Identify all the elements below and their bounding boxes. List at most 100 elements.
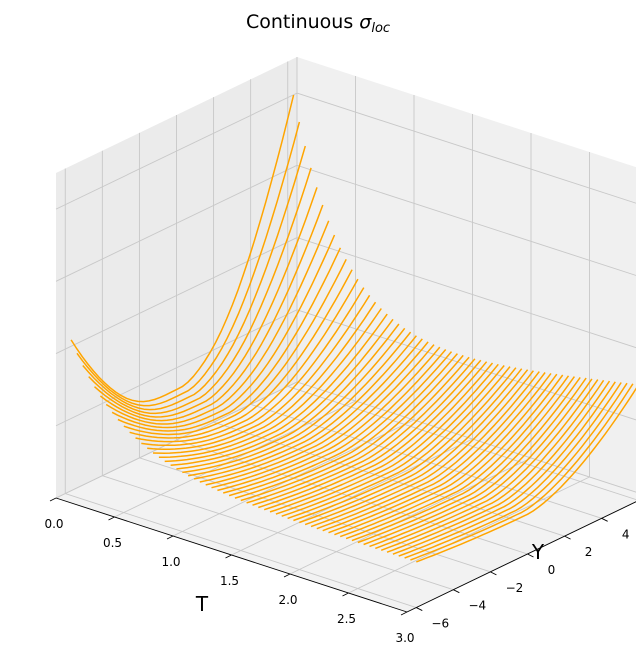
surface-curve xyxy=(357,376,581,544)
x-tick-label: 0.0 xyxy=(44,517,63,531)
chart-title-text: Continuous xyxy=(246,11,359,33)
y-tick-label: −6 xyxy=(431,617,449,631)
grid-floor-y xyxy=(287,386,636,501)
x-tick-label: 2.5 xyxy=(337,612,356,626)
y-tick-label-mark xyxy=(527,553,534,558)
y-tick-label: −4 xyxy=(468,599,486,613)
x-tick-label: 2.0 xyxy=(278,593,297,607)
grid-left-z xyxy=(55,237,298,354)
back-pane xyxy=(297,57,636,493)
surface-curve xyxy=(322,372,546,532)
grid-left-z xyxy=(55,92,298,210)
chart-title-subscript: loc xyxy=(371,21,390,36)
floor-pane xyxy=(56,382,636,612)
grid-lines xyxy=(55,57,636,613)
surface-curve xyxy=(375,379,599,550)
grid-left-z xyxy=(55,381,298,499)
y-axis-label: Y xyxy=(531,540,545,564)
surface-curve xyxy=(293,367,517,522)
chart-title: Continuous σloc xyxy=(246,11,390,36)
x-tick-label-mark xyxy=(166,535,174,540)
x-tick-label: 1.5 xyxy=(220,574,239,588)
surface-curve xyxy=(275,363,499,515)
grid-left-z xyxy=(55,164,298,282)
x-tick-label-mark xyxy=(225,554,232,559)
surface-curve xyxy=(164,313,388,463)
surface-curve xyxy=(193,335,417,480)
grid-floor-y xyxy=(65,493,417,608)
surface-curve xyxy=(176,323,400,470)
surface-curve xyxy=(129,269,353,439)
surface-curve xyxy=(158,308,382,459)
surface-curve xyxy=(351,376,576,542)
surface-curve xyxy=(141,287,365,447)
surface-curve xyxy=(170,318,394,467)
x-tick-label: 1.0 xyxy=(161,555,180,569)
surface-curve xyxy=(416,387,636,563)
surface-curve xyxy=(386,380,611,553)
surface-curve xyxy=(223,349,447,494)
y-tick-label-mark xyxy=(453,589,460,594)
surface-curve xyxy=(199,338,423,483)
y-tick-label: 0 xyxy=(548,563,556,577)
grid-floor-y xyxy=(213,421,565,537)
y-tick-label-mark xyxy=(564,535,571,540)
surface-curve xyxy=(147,294,371,450)
x-tick-label-mark xyxy=(108,516,115,521)
surface-curve xyxy=(304,369,529,526)
surface-curve xyxy=(234,353,458,499)
grid-back-z xyxy=(296,381,636,493)
surface-curve xyxy=(339,374,564,538)
surface-curve xyxy=(205,341,429,486)
x-tick-label: 3.0 xyxy=(395,631,414,645)
surface-curve xyxy=(99,204,324,422)
surface-curve xyxy=(328,372,552,534)
y-tick-label: 2 xyxy=(585,545,593,559)
surface-curve xyxy=(281,365,505,517)
x-tick-label-mark xyxy=(400,611,408,616)
surface-curve xyxy=(111,234,336,429)
surface-curve xyxy=(76,121,301,407)
surface-curve xyxy=(252,358,476,506)
y-tick-label: 4 xyxy=(622,527,630,541)
x-tick-label: 0.5 xyxy=(103,536,122,550)
grid-back-z xyxy=(296,92,636,204)
surface-curve xyxy=(287,366,511,520)
y-tick-label-mark xyxy=(601,517,608,522)
grid-left-z xyxy=(55,309,298,427)
surface-curve xyxy=(404,382,628,559)
surface-curve xyxy=(117,247,342,432)
grid-floor-y xyxy=(176,439,528,555)
surface-curve xyxy=(316,371,540,530)
surface-curve xyxy=(211,344,435,489)
chart-title-symbol: σ xyxy=(359,11,372,33)
surface-curve xyxy=(88,167,312,415)
x-axis-label: T xyxy=(195,592,209,616)
surface-curve xyxy=(392,381,616,555)
y-tick-label-mark xyxy=(490,571,497,576)
surface-wireframe xyxy=(70,94,636,563)
tick-labels: 0.00.51.01.52.02.53.0−6−4−2024612345 xyxy=(44,497,630,645)
x-tick-label-mark xyxy=(283,573,291,578)
surface-curve xyxy=(369,378,593,548)
surface-curve xyxy=(410,383,634,561)
surface-curve xyxy=(263,361,488,511)
surface-curve xyxy=(217,346,441,492)
surface-curve xyxy=(398,382,622,557)
grid-back-z xyxy=(296,164,636,276)
surface-curve xyxy=(363,377,587,546)
surface-curve xyxy=(152,301,377,454)
surface-curve xyxy=(310,370,534,528)
surface-curve xyxy=(228,351,453,497)
surface-curve xyxy=(82,145,307,411)
surface-curve xyxy=(123,258,347,436)
grid-floor-y xyxy=(102,475,454,591)
surface-curve xyxy=(94,187,318,418)
grid-back-z xyxy=(296,309,636,421)
axes-panes xyxy=(56,57,636,612)
grid-floor-y xyxy=(139,457,491,573)
surface-curve xyxy=(269,362,494,513)
surface-curve xyxy=(246,356,470,504)
surface-curve xyxy=(380,379,605,552)
